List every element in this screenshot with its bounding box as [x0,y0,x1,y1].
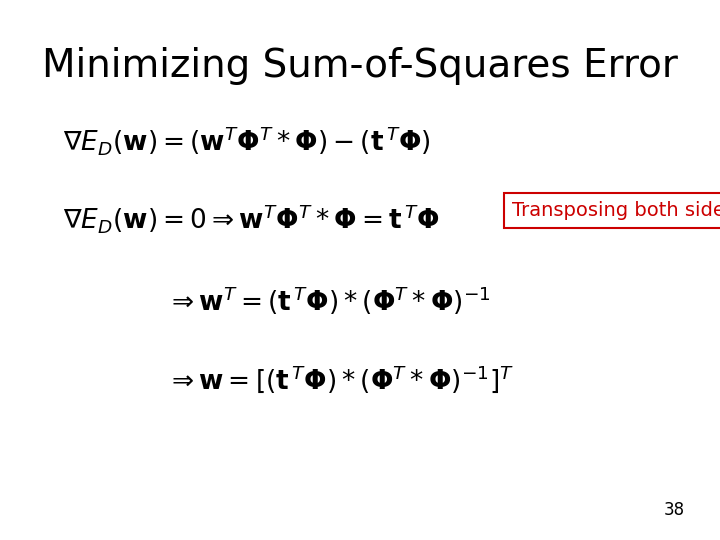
Text: Transposing both sides: Transposing both sides [512,201,720,220]
Text: $\Rightarrow \mathbf{w} = [(\mathbf{t}^{\,T}\mathbf{\Phi}) * (\mathbf{\Phi}^T * : $\Rightarrow \mathbf{w} = [(\mathbf{t}^{… [166,363,515,395]
Text: $\nabla E_D(\mathbf{w}) = 0 \Rightarrow \mathbf{w}^T\mathbf{\Phi}^T * \mathbf{\P: $\nabla E_D(\mathbf{w}) = 0 \Rightarrow … [63,201,439,235]
Text: $\nabla E_D(\mathbf{w}) = (\mathbf{w}^T\mathbf{\Phi}^T * \mathbf{\Phi}) - (\math: $\nabla E_D(\mathbf{w}) = (\mathbf{w}^T\… [63,124,431,157]
Text: $\Rightarrow \mathbf{w}^T = (\mathbf{t}^{\,T}\mathbf{\Phi}) * (\mathbf{\Phi}^T *: $\Rightarrow \mathbf{w}^T = (\mathbf{t}^… [166,285,491,318]
Text: Minimizing Sum-of-Squares Error: Minimizing Sum-of-Squares Error [42,47,678,85]
Text: 38: 38 [664,501,685,519]
